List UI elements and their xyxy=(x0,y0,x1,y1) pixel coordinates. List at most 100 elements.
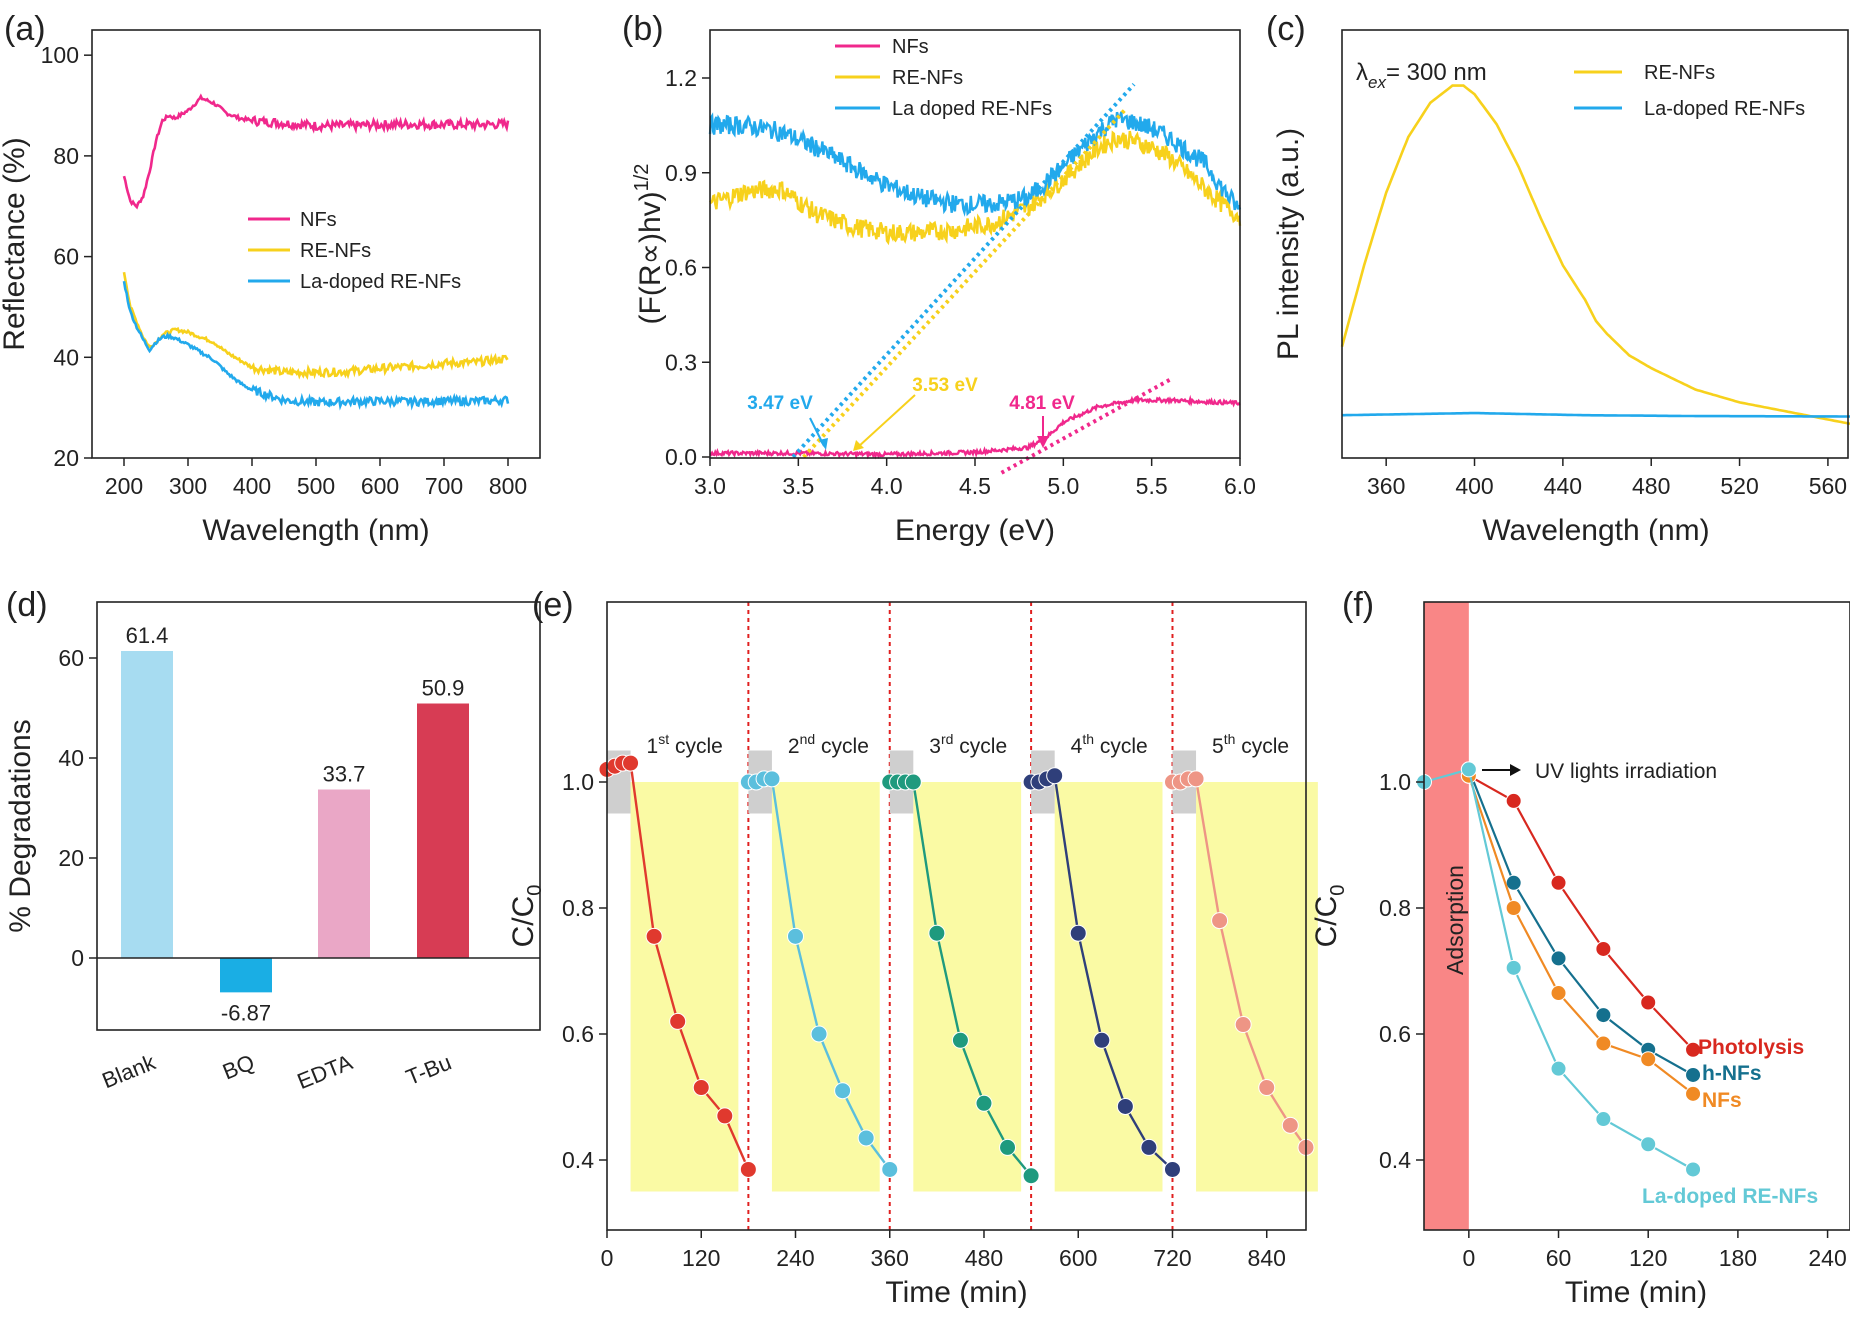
panel-letter-5: (f) xyxy=(1342,586,1374,624)
x-tick-label: 400 xyxy=(233,473,271,499)
data-point xyxy=(1640,1136,1657,1153)
x-tick-label: 60 xyxy=(1546,1245,1572,1271)
x-tick-label: 480 xyxy=(1632,473,1670,499)
irradiation-region xyxy=(630,782,739,1192)
y-tick-label: 0.6 xyxy=(1379,1021,1411,1047)
data-point xyxy=(1046,767,1064,785)
data-point xyxy=(1211,912,1229,930)
data-point xyxy=(951,1031,969,1049)
panel-letter-1: (b) xyxy=(622,10,664,48)
data-point xyxy=(1550,950,1567,967)
y-tick-label: 80 xyxy=(53,143,79,169)
y-tick-label: 0.6 xyxy=(665,255,697,281)
x-axis-label: Time (min) xyxy=(1565,1276,1707,1309)
panel-letter-0: (a) xyxy=(4,10,46,48)
category-label: BQ xyxy=(219,1049,258,1084)
legend-label: La-doped RE-NFs xyxy=(1644,98,1805,120)
y-tick-label: 40 xyxy=(58,745,84,771)
panel-letter-4: (e) xyxy=(532,586,574,624)
x-tick-label: 840 xyxy=(1248,1245,1286,1271)
data-point xyxy=(1505,900,1522,916)
plot-frame-f xyxy=(1423,601,1850,1231)
data-point xyxy=(1595,1035,1612,1052)
category-label: EDTA xyxy=(294,1049,357,1094)
excitation-lambda: λ xyxy=(1356,59,1368,86)
x-tick-label: 5.5 xyxy=(1136,473,1168,499)
series-line-la-doped-re-nfs xyxy=(1342,411,1850,418)
data-point xyxy=(786,927,804,945)
bar-edta xyxy=(318,789,370,958)
annotation-arrow xyxy=(857,394,916,448)
y-tick-label: 1.2 xyxy=(665,65,697,91)
x-tick-label: 3.5 xyxy=(782,473,814,499)
panel-d xyxy=(121,651,469,993)
irradiation-region xyxy=(1054,782,1163,1192)
uv-irradiation-label: UV lights irradiation xyxy=(1535,760,1717,783)
x-tick-label: 180 xyxy=(1719,1245,1757,1271)
gap-annotation-label: 3.53 eV xyxy=(912,375,978,396)
data-point xyxy=(857,1129,875,1147)
data-point xyxy=(1163,1160,1181,1178)
data-point xyxy=(1550,1060,1567,1077)
x-tick-label: 4.5 xyxy=(959,473,991,499)
data-point xyxy=(1022,1167,1040,1185)
x-tick-label: 200 xyxy=(105,473,143,499)
excitation-value: = 300 nm xyxy=(1386,59,1487,86)
y-axis-label: (F(R∝)hv)1/2 xyxy=(631,164,667,325)
y-axis-label: PL intensity (a.u.) xyxy=(1272,128,1305,360)
x-tick-label: 480 xyxy=(965,1245,1003,1271)
y-axis-label: C/C0 xyxy=(1310,885,1349,948)
cycle-ordinal: rd xyxy=(941,731,953,747)
cycle-number: 3 xyxy=(929,735,941,758)
series-end-label: h-NFs xyxy=(1702,1062,1762,1085)
data-point xyxy=(1685,1066,1702,1083)
data-point xyxy=(1685,1085,1702,1102)
bar-bq xyxy=(220,958,272,993)
cycle-number: 1 xyxy=(647,735,659,758)
data-point xyxy=(622,754,640,772)
data-point xyxy=(1640,1051,1657,1068)
y-axis-label-sub: 0 xyxy=(524,885,546,896)
panel-b xyxy=(708,82,1242,475)
data-point xyxy=(1187,770,1205,788)
y-axis-label-main: C/C xyxy=(1310,896,1343,948)
panel-c xyxy=(1340,84,1850,426)
x-tick-label: 360 xyxy=(1367,473,1405,499)
annotation-arrowhead xyxy=(853,440,864,451)
x-tick-label: 400 xyxy=(1455,473,1493,499)
x-tick-label: 700 xyxy=(425,473,463,499)
cycle-word: cycle xyxy=(953,735,1007,758)
gap-annotation-label: 4.81 eV xyxy=(1009,393,1075,414)
data-point xyxy=(1093,1031,1111,1049)
x-axis-label: Wavelength (nm) xyxy=(202,514,429,547)
x-tick-label: 600 xyxy=(361,473,399,499)
cycle-label: 4th cycle xyxy=(1071,731,1148,758)
bar-t-bu xyxy=(417,703,469,958)
y-axis-label: % Degradations xyxy=(4,719,37,932)
panel-e xyxy=(598,602,1318,1230)
panel-letter-2: (c) xyxy=(1266,10,1306,48)
adsorption-band-label: Adsorption xyxy=(1442,865,1468,975)
data-point xyxy=(1258,1079,1276,1097)
x-tick-label: 600 xyxy=(1059,1245,1097,1271)
x-axis-label: Time (min) xyxy=(885,1276,1027,1309)
data-point xyxy=(763,770,781,788)
data-point xyxy=(1595,940,1612,957)
x-tick-label: 120 xyxy=(682,1245,720,1271)
x-tick-label: 440 xyxy=(1544,473,1582,499)
y-axis-label-sub: 0 xyxy=(1327,885,1349,896)
data-point xyxy=(975,1094,993,1112)
series-line-la-doped-re-nfs xyxy=(122,280,510,411)
gap-annotation-label: 3.47 eV xyxy=(747,393,813,414)
x-axis-label: Wavelength (nm) xyxy=(1482,514,1709,547)
x-tick-label: 0 xyxy=(601,1245,614,1271)
panel-a xyxy=(122,93,510,411)
cycle-word: cycle xyxy=(669,735,723,758)
excitation-note: λex= 300 nm xyxy=(1356,59,1487,92)
cycle-label: 2nd cycle xyxy=(788,731,869,758)
x-tick-label: 4.0 xyxy=(871,473,903,499)
x-tick-label: 560 xyxy=(1809,473,1847,499)
series-line-re-nfs xyxy=(122,271,509,380)
legend-label: La doped RE-NFs xyxy=(892,98,1052,120)
series-line-re-nfs xyxy=(708,130,1242,246)
